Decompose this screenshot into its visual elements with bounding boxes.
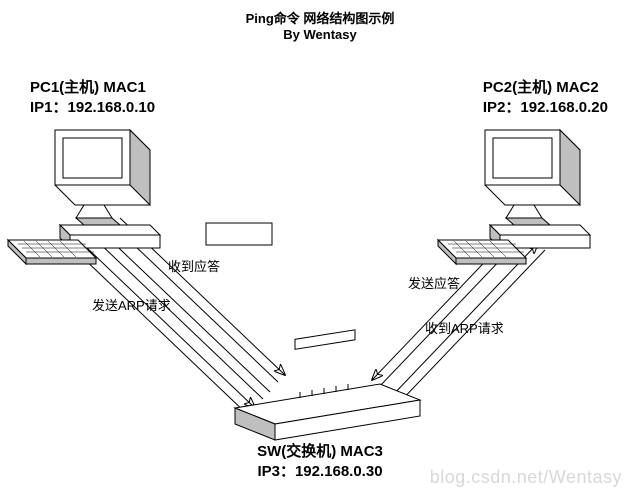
pc1-icon	[8, 130, 160, 264]
diagram-canvas	[0, 0, 640, 500]
pc2-icon	[438, 130, 590, 264]
